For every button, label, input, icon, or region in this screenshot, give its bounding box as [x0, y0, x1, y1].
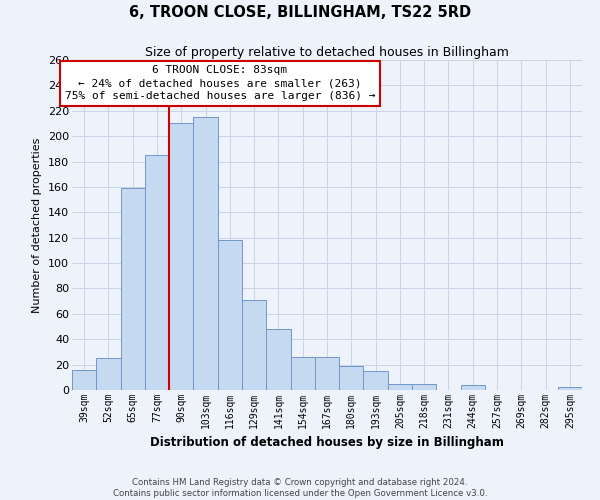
Bar — [315, 357, 339, 390]
Text: 6 TROON CLOSE: 83sqm
← 24% of detached houses are smaller (263)
75% of semi-deta: 6 TROON CLOSE: 83sqm ← 24% of detached h… — [65, 65, 375, 102]
Bar — [412, 384, 436, 390]
Bar — [339, 366, 364, 390]
Bar — [364, 371, 388, 390]
Title: Size of property relative to detached houses in Billingham: Size of property relative to detached ho… — [145, 46, 509, 59]
Bar — [242, 300, 266, 390]
Bar — [193, 117, 218, 390]
Bar — [121, 188, 145, 390]
Text: Contains HM Land Registry data © Crown copyright and database right 2024.
Contai: Contains HM Land Registry data © Crown c… — [113, 478, 487, 498]
Bar — [169, 124, 193, 390]
Bar — [388, 384, 412, 390]
Bar — [96, 358, 121, 390]
Bar — [218, 240, 242, 390]
Bar — [558, 388, 582, 390]
Bar — [290, 357, 315, 390]
Y-axis label: Number of detached properties: Number of detached properties — [32, 138, 43, 312]
X-axis label: Distribution of detached houses by size in Billingham: Distribution of detached houses by size … — [150, 436, 504, 450]
Text: 6, TROON CLOSE, BILLINGHAM, TS22 5RD: 6, TROON CLOSE, BILLINGHAM, TS22 5RD — [129, 5, 471, 20]
Bar — [145, 155, 169, 390]
Bar — [266, 329, 290, 390]
Bar — [72, 370, 96, 390]
Bar — [461, 385, 485, 390]
